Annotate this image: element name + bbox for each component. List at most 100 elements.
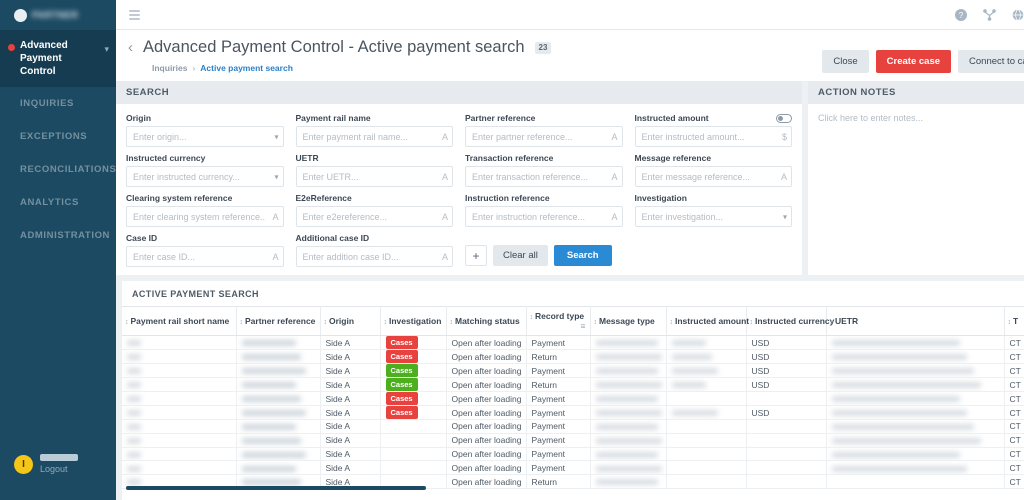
column-header-partner-reference[interactable]: ↕ Partner reference [236, 306, 321, 336]
add-criteria-button[interactable]: + [465, 245, 487, 266]
cell-matching-status: Open after loading [446, 335, 527, 350]
field-instruction-reference: Instruction reference A [465, 193, 623, 227]
avatar[interactable]: I [14, 454, 33, 474]
search-button[interactable]: Search [553, 245, 612, 266]
cell-payment-rail-short-name [122, 447, 237, 462]
user-account-block[interactable]: I Logout [0, 454, 116, 500]
clearing-system-reference-input[interactable] [126, 206, 284, 227]
table-row[interactable]: Side A Cases Open after loading Payment USD C… [122, 335, 1024, 350]
column-header-trailing[interactable]: ↕ T [1004, 306, 1024, 336]
table-row[interactable]: Side A Cases Open after loading Payment CT [122, 391, 1024, 406]
table-row[interactable]: Side A Cases Open after loading Return USD CT [122, 349, 1024, 364]
sidebar-item-analytics[interactable]: ANALYTICS [20, 197, 79, 208]
column-header-matching-status[interactable]: ↕ Matching status [446, 306, 527, 336]
connect-to-case-button[interactable]: Connect to case [958, 50, 1024, 73]
cell-trailing: CT [1004, 405, 1024, 420]
investigation-input[interactable] [634, 206, 792, 227]
masked-value [595, 410, 662, 417]
cell-message-type [590, 433, 667, 448]
chevron-down-icon[interactable]: ▾ [274, 172, 279, 181]
table-row[interactable]: Side A Open after loading Payment CT [122, 460, 1024, 476]
chevron-down-icon[interactable]: ▾ [274, 132, 279, 141]
action-notes-input[interactable]: Click here to enter notes... [818, 113, 924, 123]
masked-value [127, 340, 141, 347]
instructed-currency-input[interactable] [126, 166, 284, 187]
table-row[interactable]: Side A Open after loading Return CT [122, 474, 1024, 489]
case-id-input[interactable] [126, 246, 284, 267]
origin-input[interactable] [126, 126, 284, 147]
table-row[interactable]: Side A Open after loading Payment CT [122, 419, 1024, 434]
table-row[interactable]: Side A Cases Open after loading Payment USD C… [122, 363, 1024, 378]
sidebar-item-advanced-payment-control[interactable]: Advanced Payment Control ▾ [0, 30, 116, 87]
cell-instructed-currency [746, 474, 827, 489]
masked-value [241, 437, 301, 444]
scrollbar-thumb[interactable] [126, 486, 426, 490]
transaction-reference-input[interactable] [465, 166, 623, 187]
cell-payment-rail-short-name [122, 335, 237, 350]
column-header-record-type[interactable]: ↕ Record type ≡ [526, 306, 591, 336]
column-header-instructed-currency[interactable]: ↕ Instructed currency [746, 306, 834, 336]
breadcrumb-current[interactable]: Active payment search [200, 63, 293, 73]
logout-button[interactable]: Logout [40, 464, 68, 474]
table-row[interactable]: Side A Open after loading Payment CT [122, 447, 1024, 462]
breadcrumb-parent[interactable]: Inquiries [152, 63, 188, 73]
action-notes-header: ACTION NOTES Collapse [808, 81, 1024, 104]
brand-logo: PARTNER [0, 0, 116, 30]
cell-instructed-amount [666, 377, 747, 392]
chevron-down-icon[interactable]: ▾ [782, 212, 787, 221]
instruction-reference-wrap: A [465, 206, 623, 227]
instruction-reference-input[interactable] [465, 206, 623, 227]
help-icon[interactable]: ? [954, 8, 967, 21]
cell-message-type [590, 391, 667, 406]
sidebar-item-inquiries[interactable]: INQUIRIES [20, 98, 74, 109]
instructed-amount-input[interactable] [634, 126, 792, 147]
network-icon[interactable] [982, 8, 996, 21]
additional-case-id-input[interactable] [295, 246, 453, 267]
investigation-badge[interactable]: Cases [385, 392, 418, 405]
table-row[interactable]: Side A Cases Open after loading Return USD CT [122, 377, 1024, 392]
cell-trailing: CT [1004, 349, 1024, 364]
column-header-message-type[interactable]: ↕ Message type [590, 306, 667, 336]
table-row[interactable]: Side A Cases Open after loading Payment USD C… [122, 405, 1024, 420]
investigation-badge[interactable]: Cases [385, 406, 418, 419]
message-reference-input[interactable] [634, 166, 792, 187]
close-button[interactable]: Close [822, 50, 869, 73]
table-row[interactable]: Side A Open after loading Payment CT [122, 433, 1024, 448]
column-header-payment-rail-short-name[interactable]: ↕ Payment rail short name [122, 306, 237, 336]
investigation-badge[interactable]: Cases [385, 336, 418, 349]
column-header-origin[interactable]: ↕ Origin [320, 306, 381, 336]
sidebar-item-administration[interactable]: ADMINISTRATION [20, 230, 111, 241]
language-icon[interactable]: EN [1012, 8, 1024, 21]
horizontal-scrollbar[interactable] [126, 486, 1024, 490]
column-menu-icon[interactable]: ≡ [580, 321, 586, 331]
column-header-uetr[interactable]: ↕ UETR [826, 306, 1005, 336]
field-message-reference: Message reference A [634, 153, 792, 187]
field-label: Payment rail name [295, 113, 371, 123]
cell-instructed-amount [666, 363, 747, 378]
sidebar-item-reconciliations[interactable]: RECONCILIATIONS [20, 164, 117, 175]
partner-reference-input[interactable] [465, 126, 623, 147]
masked-value [595, 354, 662, 361]
sort-arrow-icon: ↕ [829, 319, 834, 326]
masked-value [595, 382, 662, 389]
column-header-instructed-amount[interactable]: ↕ Instructed amount [666, 306, 749, 336]
investigation-badge[interactable]: Cases [385, 378, 418, 391]
instructed-amount-range-toggle[interactable] [776, 113, 792, 123]
chevron-down-icon[interactable]: ▾ [104, 44, 109, 54]
sidebar-item-exceptions[interactable]: EXCEPTIONS [20, 131, 88, 142]
cell-trailing: CT [1004, 377, 1024, 392]
uetr-input[interactable] [295, 166, 453, 187]
e2ereference-input[interactable] [295, 206, 453, 227]
cell-payment-rail-short-name [122, 391, 237, 406]
back-arrow-icon[interactable]: ‹ [128, 39, 133, 56]
investigation-badge[interactable]: Cases [385, 364, 418, 377]
masked-value [831, 424, 974, 431]
brand-mark-icon [14, 8, 27, 22]
column-header-investigation[interactable]: ↕ Investigation [380, 306, 447, 336]
create-case-button[interactable]: Create case [875, 50, 952, 73]
payment-rail-name-input[interactable] [295, 126, 453, 147]
investigation-badge[interactable]: Cases [385, 350, 418, 363]
clear-all-button[interactable]: Clear all [493, 245, 548, 266]
masked-value [241, 465, 296, 472]
hamburger-icon[interactable] [126, 7, 143, 23]
